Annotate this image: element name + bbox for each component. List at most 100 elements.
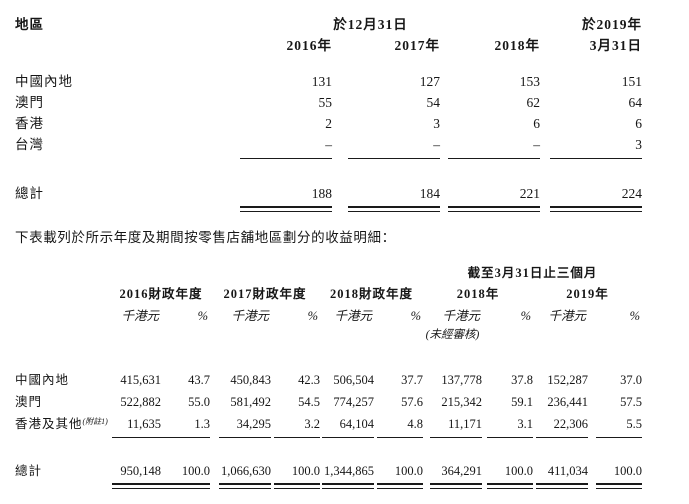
double-rule-line — [448, 206, 541, 212]
intro-paragraph: 下表載列於所示年度及期間按零售店舖地區劃分的收益明細： — [15, 230, 396, 245]
total-cell: 188 — [311, 186, 332, 201]
total-cell: 184 — [419, 186, 440, 201]
year-2018-header: 2018年 — [494, 38, 541, 53]
double-rule-line — [596, 483, 643, 489]
double-rule-line — [348, 206, 440, 212]
cell: 55 — [318, 95, 333, 110]
cell: 62 — [526, 95, 541, 110]
total-cell: 100.0 — [291, 464, 320, 478]
rule-line — [377, 437, 423, 438]
rule-line — [348, 158, 440, 159]
cell: – — [325, 137, 332, 152]
rule-line — [430, 437, 482, 438]
cell: 57.6 — [401, 395, 423, 409]
cell: 43.7 — [188, 373, 210, 387]
cell: 64,104 — [339, 417, 374, 431]
cell: 153 — [519, 74, 541, 89]
double-rule-line — [377, 483, 423, 489]
cell: 151 — [621, 74, 643, 89]
cell: 137,778 — [441, 373, 482, 387]
table-row: 澳門 55 54 62 64 — [15, 90, 642, 111]
table2-header-row-groups: 2016財政年度 2017財政年度 2018財政年度 2018年 2019年 — [15, 281, 642, 302]
cell: 22,306 — [553, 417, 588, 431]
total-cell: 950,148 — [120, 464, 161, 478]
rule-line — [550, 158, 643, 159]
cell: 131 — [311, 74, 332, 89]
table2-header-row-units: 千港元 % 千港元 % 千港元 % 千港元 % 千港元 % — [15, 302, 642, 324]
total-cell: 1,066,630 — [221, 464, 271, 478]
percent-header: % — [520, 309, 531, 323]
as-of-2019-header-line1: 於2019年 — [582, 17, 643, 32]
cell: 2 — [325, 116, 332, 131]
cell: 1.3 — [194, 417, 210, 431]
three-months-ended-header: 截至3月31日止三個月 — [467, 266, 598, 280]
cell: 54 — [426, 95, 441, 110]
cell: 34,295 — [236, 417, 271, 431]
double-rule-line — [536, 483, 588, 489]
cell: 37.7 — [401, 373, 423, 387]
cell: 37.8 — [511, 373, 533, 387]
cell: 506,504 — [333, 373, 374, 387]
unaudited-note: (未經審核) — [425, 329, 480, 341]
table-row: 台灣 – – – 3 — [15, 132, 642, 153]
cell: 6 — [533, 116, 541, 131]
subtotal-rule-row — [15, 432, 643, 438]
unit-header: 千港元 — [548, 309, 586, 323]
as-of-dec31-header: 於12月31日 — [333, 17, 408, 32]
table1-header-row-2: 2016年 2017年 2018年 3月31日 — [15, 33, 642, 54]
cell: 127 — [419, 74, 440, 89]
total-rule-row — [15, 479, 643, 489]
double-rule-line — [164, 483, 210, 489]
percent-header: % — [197, 309, 208, 323]
total-cell: 100.0 — [504, 464, 533, 478]
cell: 37.0 — [620, 373, 643, 387]
cell: 59.1 — [511, 395, 533, 409]
unit-header: 千港元 — [231, 309, 269, 323]
cell: 581,492 — [230, 395, 271, 409]
percent-header: % — [410, 309, 421, 323]
cell: 55.0 — [188, 395, 210, 409]
double-rule-line — [219, 483, 271, 489]
as-of-2019-header-line2: 3月31日 — [589, 38, 643, 53]
cell: 3 — [433, 116, 440, 131]
table-row: 香港 2 3 6 6 — [15, 111, 642, 132]
q2019-header: 2019年 — [566, 287, 609, 301]
table-row: 中國內地 131 127 153 151 — [15, 69, 642, 90]
double-rule-line — [430, 483, 482, 489]
double-rule-line — [550, 206, 643, 212]
row-label: 香港及其他(附註1) — [15, 417, 108, 431]
table1-header-row-1: 地區 於12月31日 於2019年 — [15, 13, 642, 33]
total-label: 總計 — [15, 186, 44, 201]
cell: 415,631 — [120, 373, 161, 387]
row-label: 台灣 — [15, 137, 44, 152]
row-label: 中國內地 — [15, 373, 70, 387]
total-cell: 1,344,865 — [324, 464, 374, 478]
store-count-table: 地區 於12月31日 於2019年 2016年 2017年 2018年 3月31… — [15, 13, 643, 212]
fy2018-header: 2018財政年度 — [329, 287, 413, 301]
total-cell: 221 — [519, 186, 541, 201]
total-cell: 100.0 — [613, 464, 643, 478]
cell: 11,635 — [127, 417, 161, 431]
total-label: 總計 — [15, 464, 43, 478]
row-label: 香港 — [15, 116, 44, 131]
footnote-ref: (附註1) — [82, 417, 108, 426]
revenue-breakdown-table: 截至3月31日止三個月 2016財政年度 2017財政年度 2018財政年度 2… — [15, 262, 643, 489]
unit-header: 千港元 — [442, 309, 480, 323]
row-label: 澳門 — [15, 95, 44, 110]
cell: 11,171 — [448, 417, 482, 431]
table-row: 中國內地 415,631 43.7 450,843 42.3 506,504 3… — [15, 366, 642, 388]
percent-header: % — [629, 309, 641, 323]
rule-line — [112, 437, 164, 438]
cell: – — [433, 137, 440, 152]
year-2016-header: 2016年 — [286, 38, 332, 53]
total-cell: 411,034 — [547, 464, 588, 478]
cell: 64 — [628, 95, 643, 110]
cell: 3.2 — [304, 417, 320, 431]
rule-line — [322, 437, 374, 438]
cell: 3 — [635, 137, 643, 152]
cell: 522,882 — [120, 395, 161, 409]
table-row: 香港及其他(附註1) 11,635 1.3 34,295 3.2 64,104 … — [15, 410, 642, 432]
rule-line — [164, 437, 210, 438]
double-rule-line — [274, 483, 320, 489]
